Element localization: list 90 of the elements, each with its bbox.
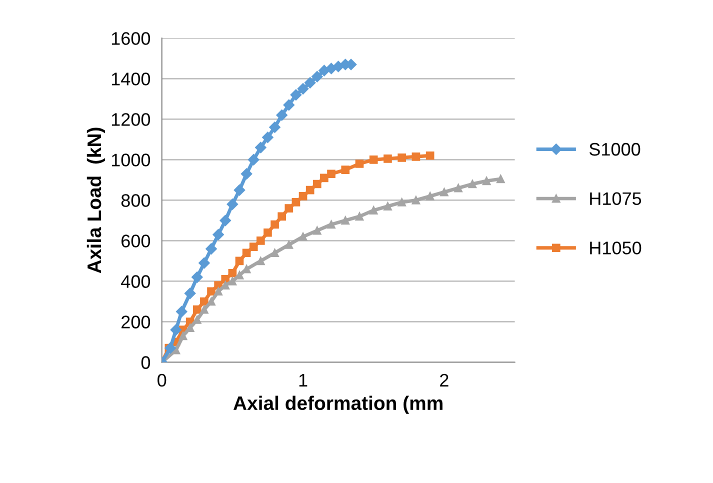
point xyxy=(426,151,434,160)
point xyxy=(292,198,300,206)
point xyxy=(283,99,295,111)
point xyxy=(214,287,222,296)
point xyxy=(220,214,231,226)
legend-label: H1075 xyxy=(590,192,642,206)
y-tick-label: 200 xyxy=(122,316,150,328)
point xyxy=(312,71,323,82)
point xyxy=(278,212,286,221)
point xyxy=(228,268,237,278)
point xyxy=(290,89,302,100)
point xyxy=(256,236,265,245)
point xyxy=(369,206,378,214)
point xyxy=(200,305,208,314)
point xyxy=(341,166,350,174)
point xyxy=(192,305,202,314)
point xyxy=(306,186,314,194)
point xyxy=(327,220,336,229)
y-tick-label: 1600 xyxy=(112,32,150,45)
point xyxy=(248,154,260,166)
point xyxy=(264,228,272,237)
x-tick-label: 1 xyxy=(299,374,308,386)
point xyxy=(207,297,216,306)
point xyxy=(262,132,274,144)
y-tick-label: 1200 xyxy=(112,113,150,126)
y-tick-label: 0 xyxy=(141,356,150,369)
point xyxy=(240,168,252,180)
point xyxy=(341,216,350,225)
point xyxy=(234,184,246,196)
point xyxy=(235,256,244,266)
point xyxy=(284,240,294,249)
point xyxy=(276,110,288,121)
point xyxy=(384,202,392,210)
point xyxy=(327,170,336,178)
point xyxy=(256,256,265,266)
point xyxy=(198,257,210,269)
point xyxy=(412,152,420,161)
point xyxy=(398,198,406,206)
point xyxy=(170,324,182,336)
legend-label: S1000 xyxy=(589,142,640,156)
point xyxy=(326,62,337,74)
point xyxy=(320,174,328,182)
point xyxy=(228,277,237,286)
point xyxy=(440,188,448,196)
point xyxy=(412,196,420,204)
point xyxy=(207,287,216,296)
point xyxy=(212,229,224,240)
x-tick-label: 2 xyxy=(440,374,448,386)
point xyxy=(298,232,308,241)
point xyxy=(200,297,208,306)
point xyxy=(178,332,188,340)
point xyxy=(332,60,344,72)
point xyxy=(269,122,280,133)
point xyxy=(369,156,378,164)
y-tick-label: 400 xyxy=(121,275,150,288)
point xyxy=(318,64,330,76)
point xyxy=(312,180,322,188)
y-tick-label: 1000 xyxy=(112,154,150,166)
point xyxy=(184,288,196,299)
point xyxy=(454,184,462,192)
point xyxy=(298,192,308,200)
y-axis-title: Axila Load (kN) xyxy=(86,128,106,274)
y-tick-label: 600 xyxy=(122,234,150,248)
point xyxy=(482,176,491,186)
point xyxy=(496,174,505,184)
point xyxy=(270,248,279,258)
y-tick-label: 1400 xyxy=(112,72,150,86)
point xyxy=(355,160,364,168)
point xyxy=(398,154,406,162)
point xyxy=(176,306,188,318)
point xyxy=(384,154,392,163)
point xyxy=(426,192,434,200)
y-tick-label: 800 xyxy=(121,194,150,207)
point xyxy=(304,77,316,88)
point xyxy=(312,226,322,235)
point xyxy=(468,180,477,188)
x-tick-label: 0 xyxy=(158,374,166,387)
point xyxy=(192,272,203,283)
point xyxy=(355,212,364,221)
x-axis-title: Axial deformation (mm xyxy=(233,396,442,414)
point xyxy=(226,198,238,210)
point xyxy=(249,242,258,251)
point xyxy=(242,248,251,258)
legend-label: H1050 xyxy=(590,242,642,254)
point xyxy=(206,243,217,254)
point xyxy=(255,142,266,154)
point xyxy=(164,342,176,354)
point xyxy=(297,83,309,94)
point xyxy=(270,220,279,229)
point xyxy=(284,204,294,212)
